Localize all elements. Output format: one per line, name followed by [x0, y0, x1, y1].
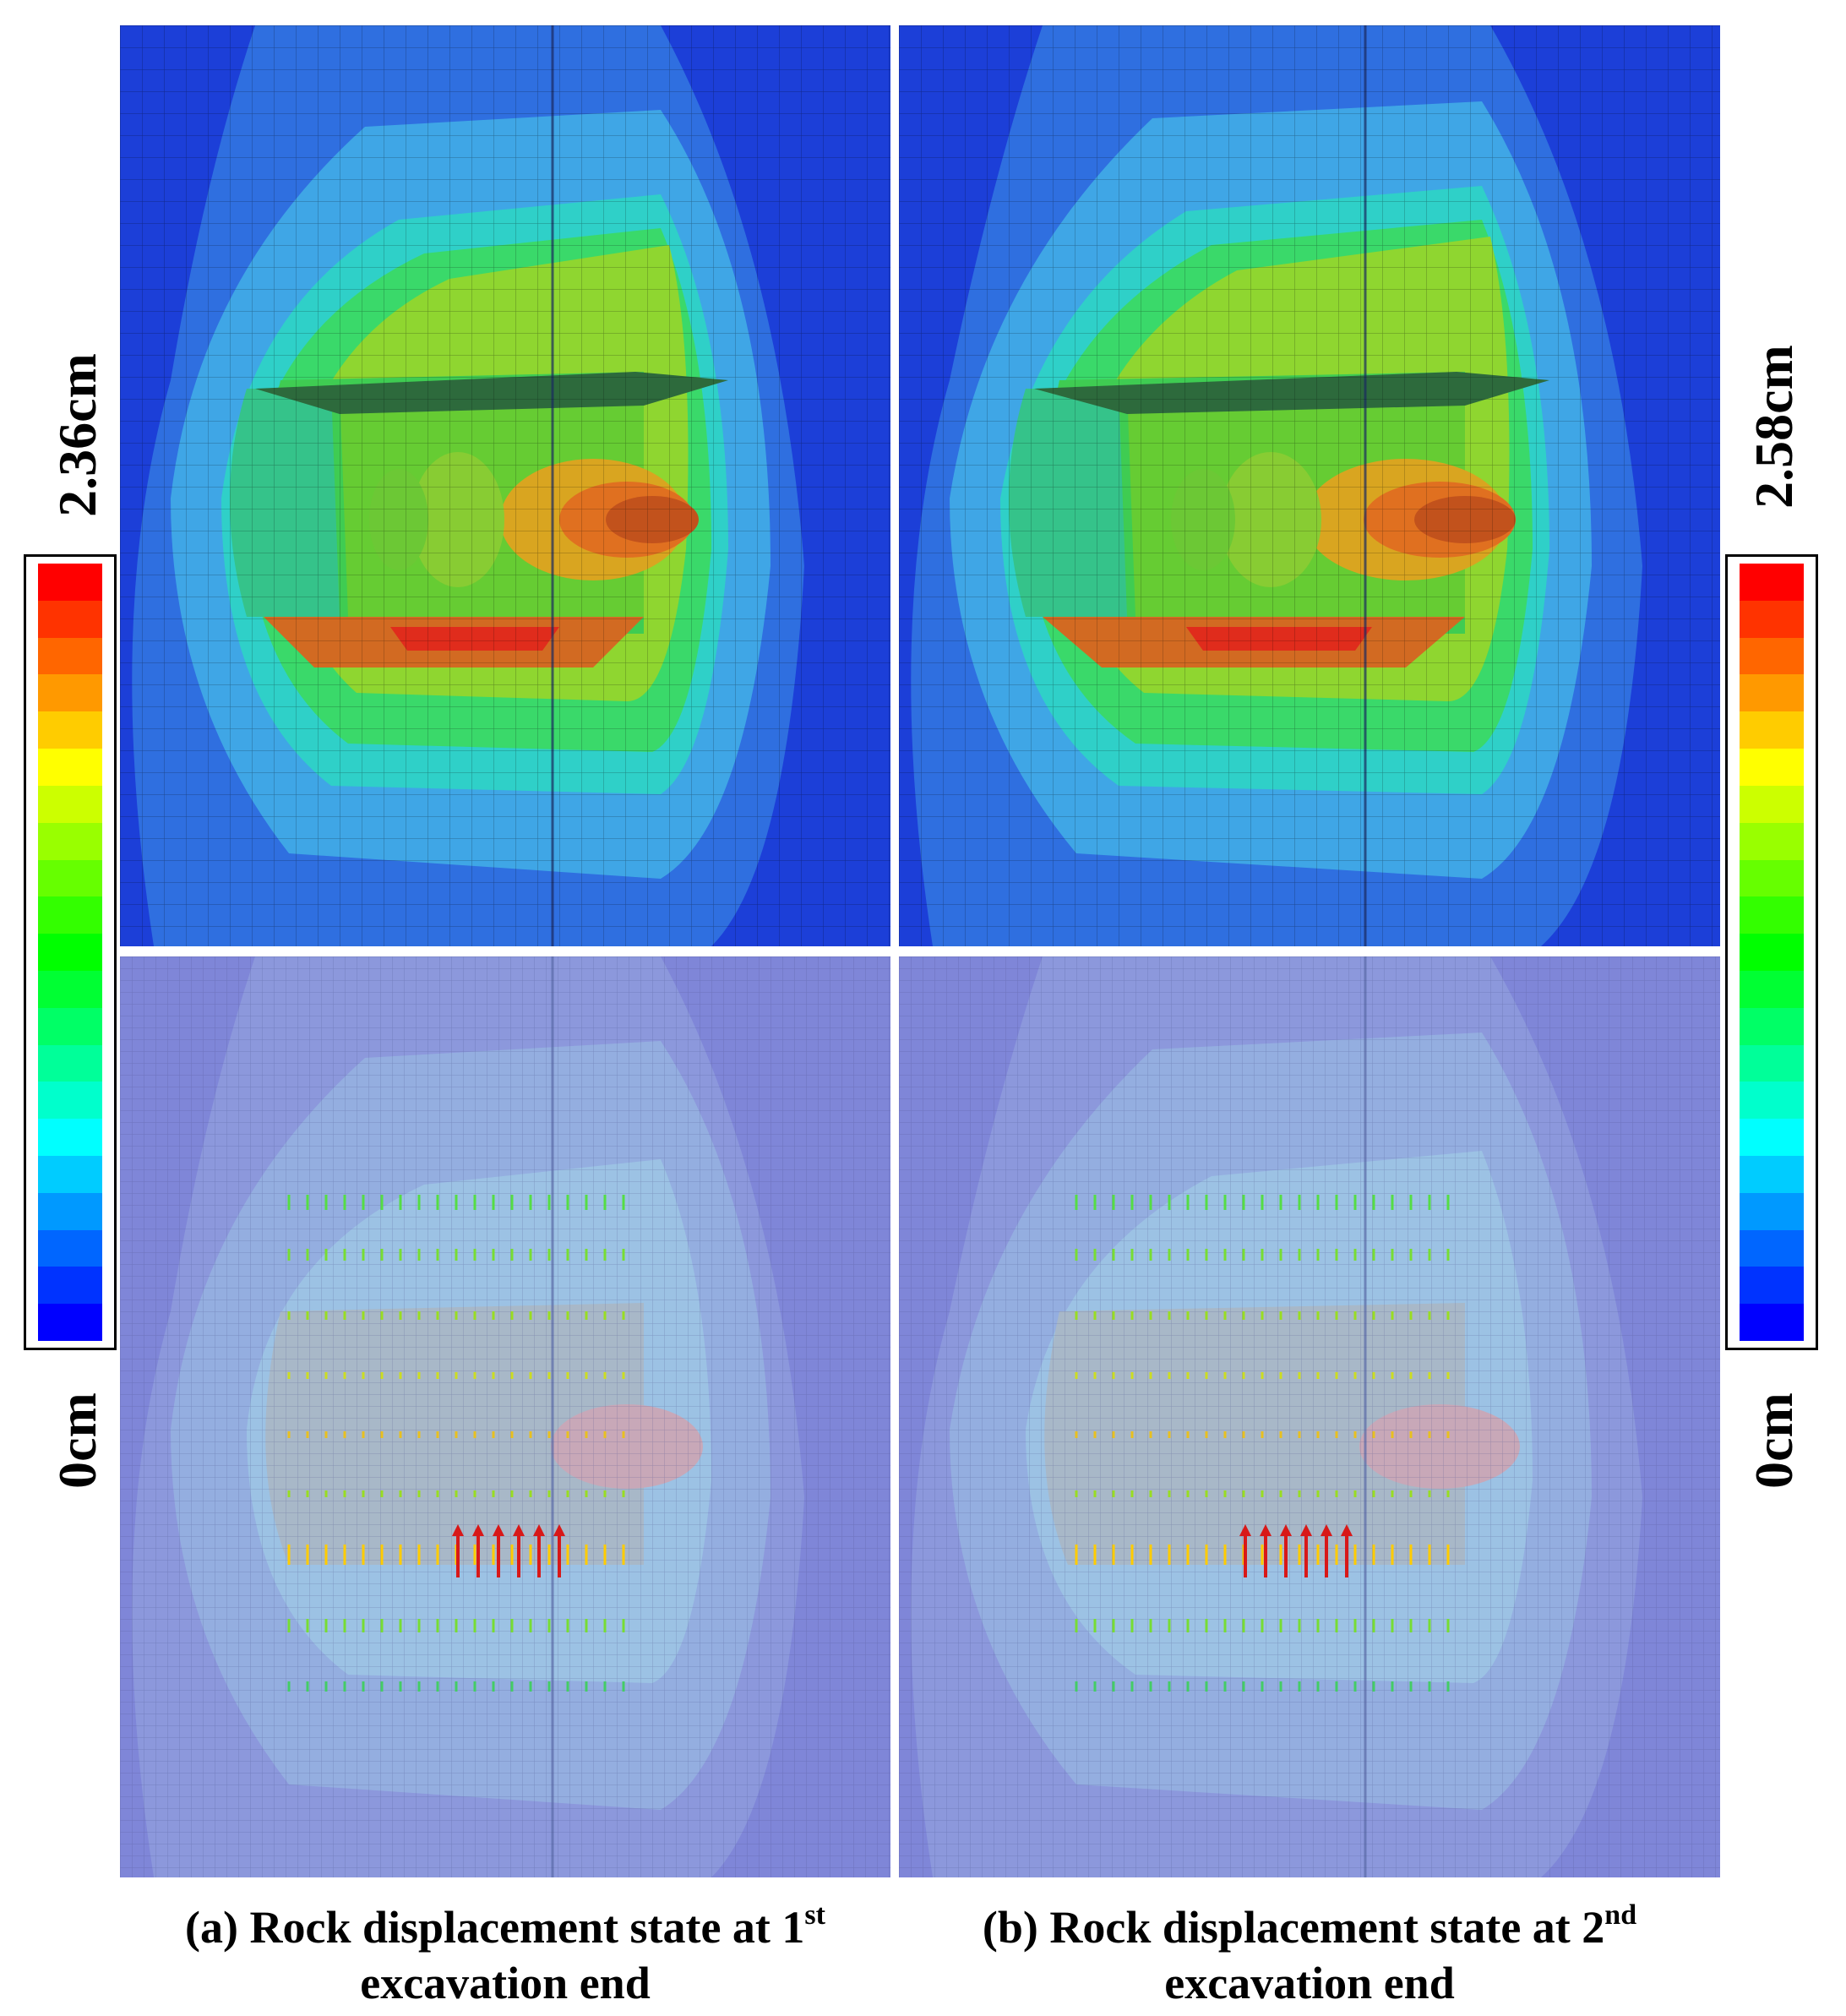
colorbar-left-max-label: 2.36cm: [47, 353, 107, 517]
vector-plot-a: [120, 956, 890, 1877]
colorbar-band: [38, 859, 102, 897]
colorbar-band: [1740, 674, 1804, 712]
displacement-arrowhead: [1260, 1524, 1272, 1536]
colorbar-band: [1740, 1304, 1804, 1342]
colorbar-band: [1740, 1267, 1804, 1305]
colorbar-right-max-label: 2.58cm: [1744, 345, 1804, 509]
contour-plot-b: [899, 25, 1720, 946]
colorbar-band: [38, 934, 102, 971]
caption-b: (b) Rock displacement state at 2nd excav…: [899, 1899, 1720, 2011]
colorbar-left-min-label: 0cm: [47, 1392, 107, 1489]
colorbar-band: [38, 600, 102, 638]
colorbar-right-bands: [1740, 564, 1804, 1342]
colorbar-band: [38, 711, 102, 749]
colorbar-band: [38, 749, 102, 786]
colorbar-band: [1740, 637, 1804, 675]
caption-a-sup: st: [804, 1899, 825, 1931]
colorbar-band: [1740, 1082, 1804, 1120]
colorbar-band: [38, 896, 102, 934]
displacement-arrowhead: [1300, 1524, 1312, 1536]
colorbar-band: [1740, 564, 1804, 601]
colorbar-band: [38, 822, 102, 860]
colorbar-band: [38, 1082, 102, 1120]
caption-a-line2: excavation end: [360, 1958, 651, 2008]
colorbar-band: [38, 1007, 102, 1045]
colorbar-band: [38, 1156, 102, 1193]
vector-plot-b: [899, 956, 1720, 1877]
colorbar-band: [38, 1229, 102, 1267]
colorbar-band: [1740, 1044, 1804, 1082]
colorbar-band: [38, 674, 102, 712]
colorbar-band: [38, 1267, 102, 1305]
displacement-arrowhead: [1280, 1524, 1292, 1536]
colorbar-right-min-label: 0cm: [1744, 1392, 1804, 1489]
colorbar-band: [1740, 749, 1804, 786]
caption-a: (a) Rock displacement state at 1st excav…: [120, 1899, 890, 2011]
colorbar-band: [38, 1119, 102, 1156]
colorbar-band: [1740, 859, 1804, 897]
displacement-arrowhead: [533, 1524, 545, 1536]
colorbar-band: [38, 564, 102, 601]
displacement-arrowhead: [472, 1524, 484, 1536]
colorbar-left-bands: [38, 564, 102, 1342]
colorbar-band: [1740, 711, 1804, 749]
colorbar-left: [24, 554, 117, 1350]
displacement-arrowhead: [493, 1524, 504, 1536]
colorbar-band: [1740, 785, 1804, 823]
colorbar-band: [38, 1044, 102, 1082]
colorbar-band: [1740, 896, 1804, 934]
displacement-arrowhead: [452, 1524, 464, 1536]
colorbar-band: [1740, 1119, 1804, 1156]
displacement-arrowhead: [1341, 1524, 1353, 1536]
colorbar-band: [38, 785, 102, 823]
caption-b-line2: excavation end: [1164, 1958, 1455, 2008]
colorbar-band: [1740, 934, 1804, 971]
colorbar-band: [38, 1304, 102, 1342]
colorbar-band: [1740, 970, 1804, 1008]
colorbar-band: [38, 1192, 102, 1230]
colorbar-band: [1740, 822, 1804, 860]
colorbar-band: [38, 970, 102, 1008]
caption-a-line1: (a) Rock displacement state at 1: [185, 1902, 805, 1953]
contour-plot-a: [120, 25, 890, 946]
colorbar-band: [1740, 600, 1804, 638]
displacement-arrowhead: [1321, 1524, 1332, 1536]
displacement-arrowhead: [553, 1524, 565, 1536]
displacement-arrowhead: [513, 1524, 525, 1536]
colorbar-band: [1740, 1229, 1804, 1267]
caption-b-line1: (b) Rock displacement state at 2: [982, 1902, 1605, 1953]
colorbar-band: [1740, 1192, 1804, 1230]
colorbar-band: [1740, 1007, 1804, 1045]
colorbar-band: [38, 637, 102, 675]
displacement-arrowhead: [1239, 1524, 1251, 1536]
caption-b-sup: nd: [1604, 1899, 1637, 1931]
colorbar-band: [1740, 1156, 1804, 1193]
colorbar-right: [1725, 554, 1818, 1350]
